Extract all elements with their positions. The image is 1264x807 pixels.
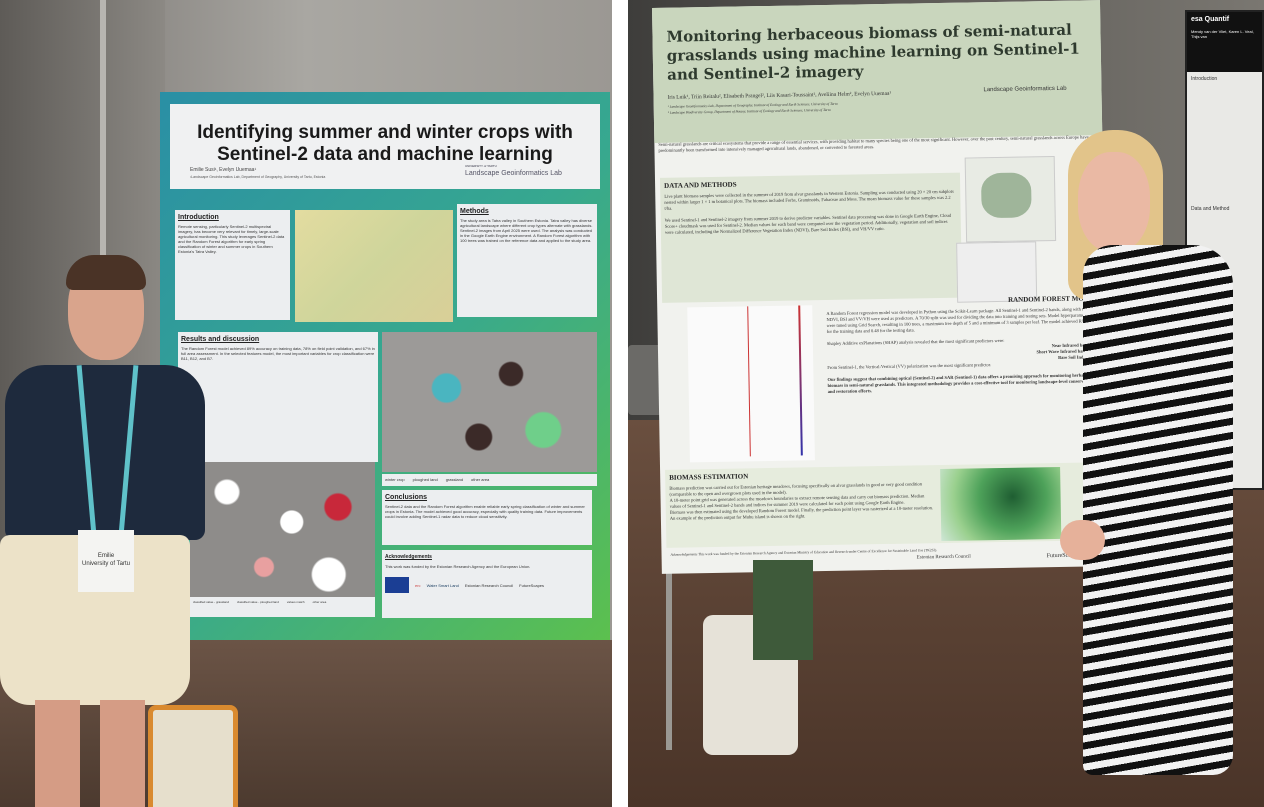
- conclusions-heading: Conclusions: [385, 494, 428, 501]
- introduction-text: Remote sensing, particularly Sentinel-2 …: [178, 224, 285, 254]
- legend-item: classified value - grassland: [193, 600, 230, 604]
- poster-title: Identifying summer and winter crops with…: [197, 122, 573, 165]
- tote-bag: [148, 705, 238, 807]
- name-badge: Emilie University of Tartu: [78, 530, 134, 592]
- legend-item: ploughed land: [412, 477, 438, 482]
- shap-plot: [687, 305, 815, 463]
- leg: [100, 700, 145, 807]
- legend-item: winter crop: [385, 477, 405, 482]
- intro-heading: Introduction: [1191, 76, 1218, 82]
- validation-legend: classified value - grassland classified v…: [190, 597, 375, 617]
- legend-item: values match: [286, 600, 305, 604]
- person-legs-background: [753, 560, 813, 660]
- header-section: Monitoring herbaceous biomass of semi-na…: [652, 0, 1103, 143]
- poster-grasslands: Monitoring herbaceous biomass of semi-na…: [652, 0, 1110, 574]
- sponsor-logo: Estonian Research Council: [916, 554, 971, 561]
- hands: [1060, 520, 1105, 560]
- results-text: The Random Forest model achieved 89% acc…: [181, 346, 375, 361]
- poster-authors: Emilie Susi¹, Evelyn Uuemaa¹: [190, 167, 257, 173]
- third-poster-header: esa Quantif Mendy van der Vliet, Karen L…: [1187, 12, 1262, 72]
- leg: [35, 700, 80, 807]
- methods-heading: Data and Method: [1191, 206, 1230, 212]
- person-left: Emilie University of Tartu: [0, 255, 238, 807]
- university-label: UNIVERSITY of TARTU: [465, 164, 497, 168]
- biomass-heading: BIOMASS ESTIMATION: [669, 472, 749, 482]
- lab-logo: Landscape Geoinformatics Lab: [465, 170, 562, 177]
- introduction-heading: Introduction: [178, 214, 219, 221]
- validation-map: [190, 462, 375, 612]
- data-methods-section: DATA AND METHODS Live plant biomass samp…: [659, 172, 963, 303]
- poster-affiliation: ¹Landscape Geoinformatics Lab, Departmen…: [190, 175, 326, 179]
- study-area-map: [295, 210, 453, 322]
- methods-text: The study area is Tatra valley in Southe…: [460, 218, 593, 243]
- legend-item: other area: [471, 477, 490, 482]
- acknowledgements-section: Acknowledgements This work was funded by …: [382, 550, 592, 618]
- paragraph: Live plant biomass samples were collecte…: [664, 188, 954, 211]
- poster-authors: Mendy van der Vliet, Karen L. Veal, Thij…: [1191, 29, 1254, 39]
- legend-item: other area: [312, 600, 327, 604]
- striped-dress: [1083, 245, 1233, 775]
- classification-map: [382, 332, 597, 472]
- legend-item: classified value - ploughed land: [237, 600, 279, 604]
- sponsor-logo: Water Smart Land: [426, 582, 459, 588]
- location-map: [964, 155, 1057, 243]
- sponsor-logo: FutureScapes: [519, 582, 545, 588]
- map-legend: winter crop ploughed land grassland other a…: [382, 474, 597, 486]
- badge-org: University of Tartu: [82, 561, 130, 567]
- conclusions-text: Sentinel-2 data and the Random Forest al…: [385, 504, 585, 519]
- results-heading: Results and discussion: [181, 336, 260, 343]
- face: [1078, 152, 1150, 252]
- poster-title-box: Identifying summer and winter crops with…: [170, 104, 600, 189]
- acknowledgements-heading: Acknowledgements: [670, 552, 698, 557]
- poster-title: Monitoring herbaceous biomass of semi-na…: [666, 20, 1081, 84]
- poster-crops: Identifying summer and winter crops with…: [160, 92, 610, 640]
- photo-right: Monitoring herbaceous biomass of semi-na…: [628, 0, 1264, 807]
- person-right: [1048, 130, 1238, 807]
- sponsor-logo: erc: [415, 582, 421, 588]
- frame-pole: [100, 0, 106, 360]
- legend-item: grassland: [445, 477, 464, 482]
- eu-flag-icon: [385, 577, 409, 593]
- results-section: Results and discussion The Random Forest …: [178, 332, 378, 462]
- acknowledgements-text: This work was funded by the Estonian Res…: [385, 564, 531, 569]
- navy-shirt: [5, 365, 205, 540]
- funding-text: This work was funded by the Estonian Res…: [698, 548, 938, 557]
- methods-section: Methods The study area is Tatra valley in…: [457, 204, 597, 317]
- biomass-section: BIOMASS ESTIMATION Biomass prediction wa…: [665, 462, 1105, 548]
- conclusions-section: Conclusions Sentinel-2 data and the Rando…: [382, 490, 592, 545]
- biomass-prediction-map: [940, 466, 1062, 542]
- badge-name: Emilie: [97, 553, 115, 559]
- esa-logo: esa: [1191, 16, 1203, 23]
- photo-left: Identifying summer and winter crops with…: [0, 0, 612, 807]
- acknowledgements-heading: Acknowledgements: [385, 554, 432, 560]
- hair: [66, 255, 146, 290]
- sponsor-logo: Estonian Research Council: [464, 582, 514, 588]
- introduction-section: Introduction Remote sensing, particularly…: [175, 210, 290, 320]
- poster-title: Quantif: [1204, 16, 1230, 23]
- paragraph: We used Sentinel-1 and Sentinel-2 imager…: [664, 212, 952, 235]
- methods-heading: Methods: [460, 208, 489, 215]
